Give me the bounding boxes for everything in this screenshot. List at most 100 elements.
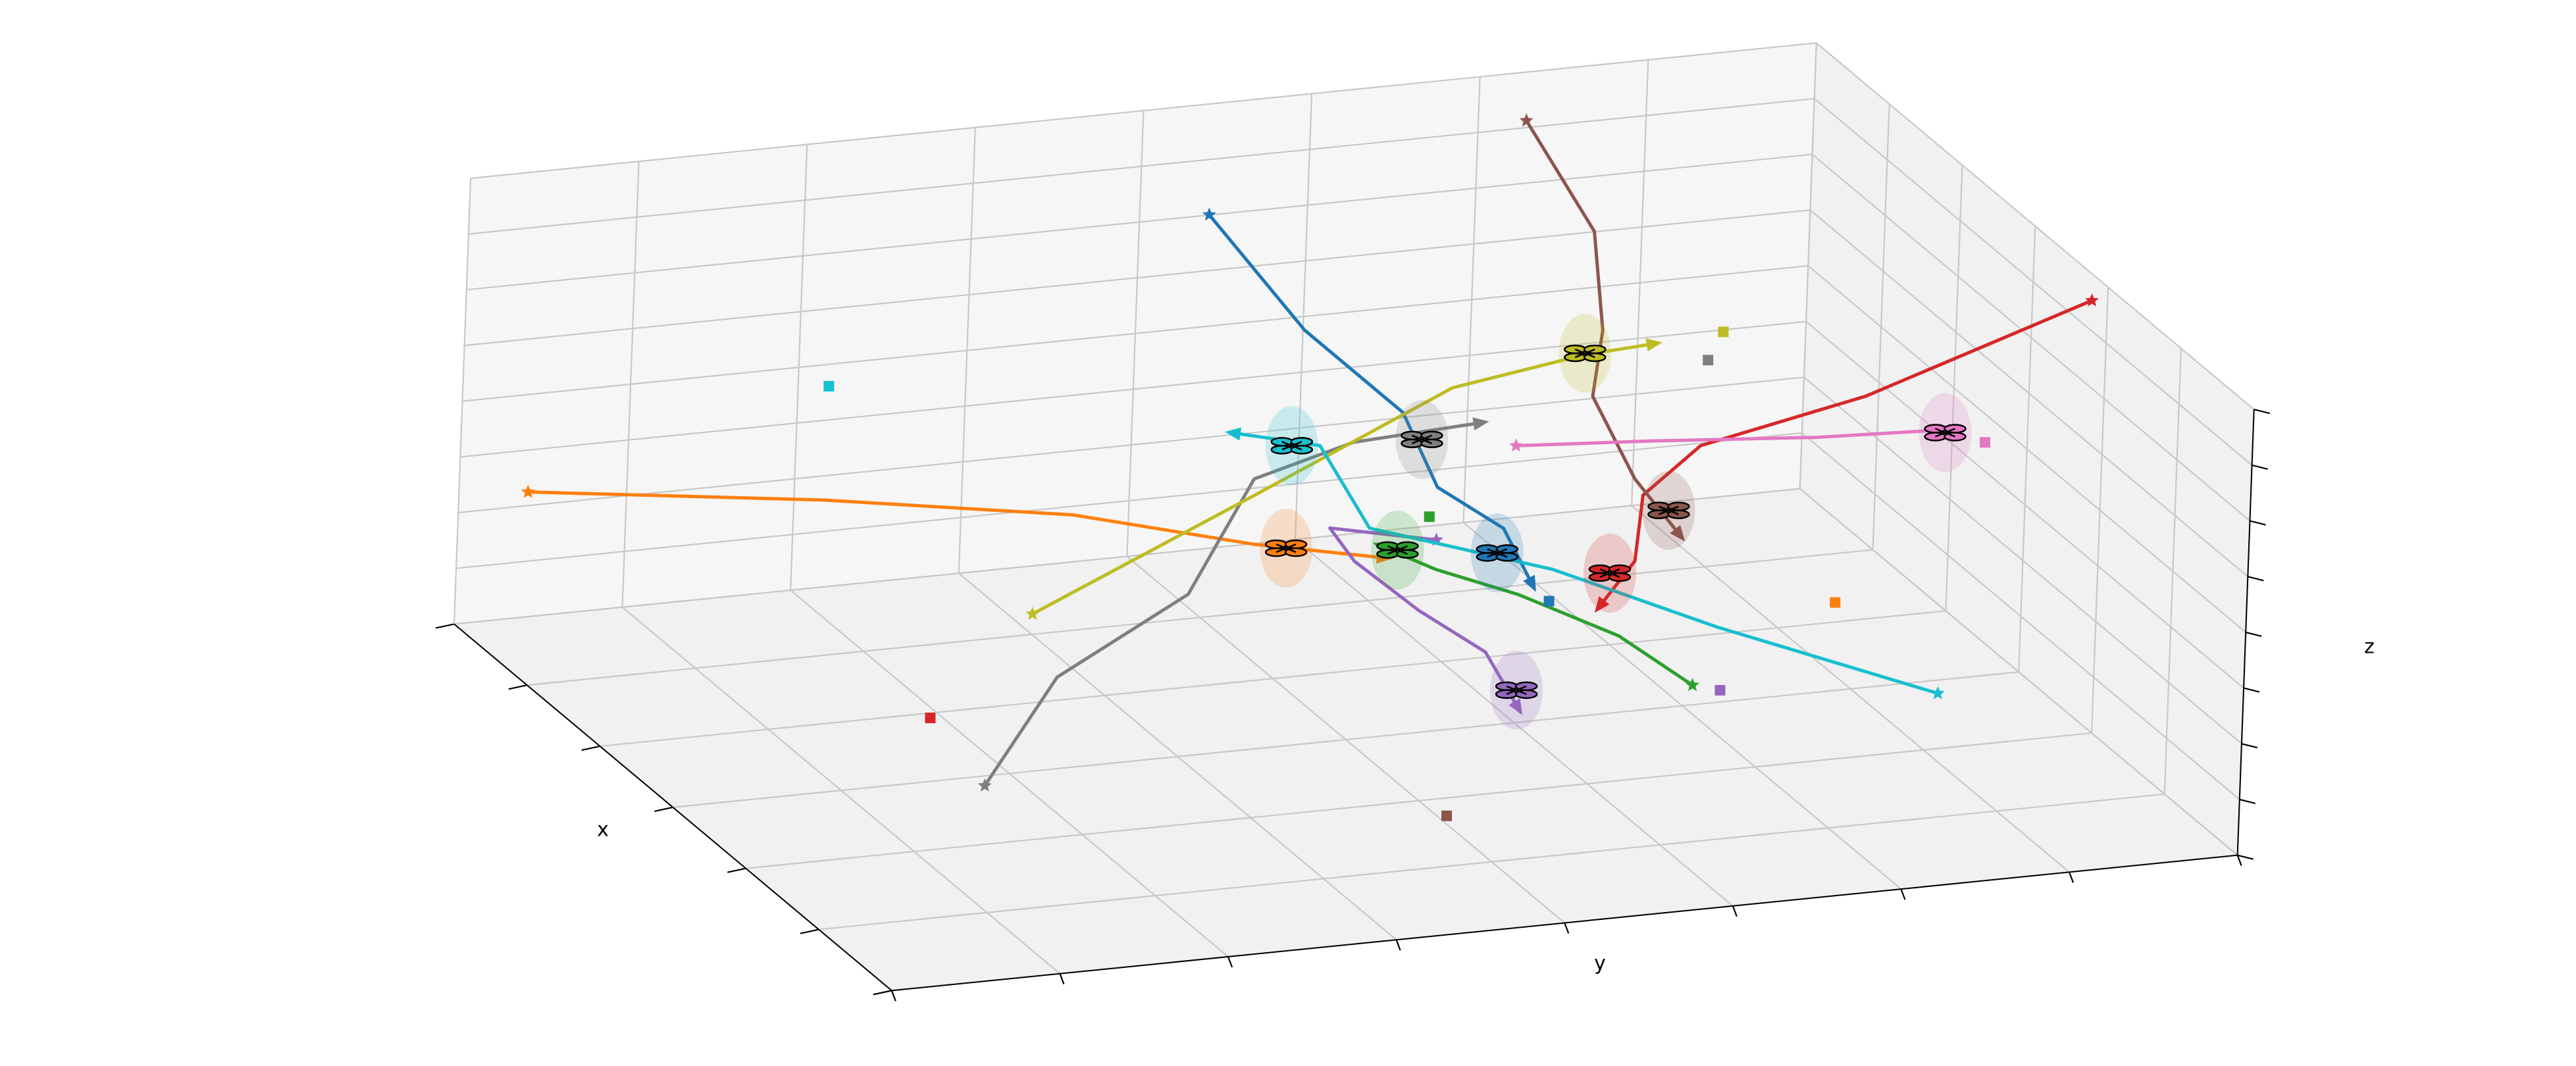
grid-line xyxy=(468,97,1815,235)
grid-line xyxy=(1801,432,2240,800)
drone xyxy=(1919,393,1972,472)
tick-mark xyxy=(2069,871,2074,883)
drone xyxy=(1265,406,1318,486)
axis-line xyxy=(2236,409,2255,855)
goal-marker xyxy=(1830,597,1841,608)
drone xyxy=(1583,533,1636,613)
end-arrow xyxy=(1523,574,1536,592)
grid-line xyxy=(621,606,1061,975)
grid xyxy=(435,42,2271,1002)
drone xyxy=(1642,470,1695,550)
drone-arm xyxy=(1658,505,1679,515)
tick-mark xyxy=(890,990,896,1002)
grid-line xyxy=(470,42,1816,180)
tick-mark xyxy=(800,928,819,934)
grid-line xyxy=(1809,209,2249,578)
tick-mark xyxy=(435,623,455,629)
grid-line xyxy=(466,153,1813,291)
grid-line xyxy=(958,572,1397,941)
tick-mark xyxy=(2250,520,2266,526)
tick-mark xyxy=(1227,956,1233,968)
grid-line xyxy=(455,432,1803,569)
goal-marker xyxy=(1424,511,1435,522)
tick-mark xyxy=(1059,973,1065,985)
drone-arm xyxy=(1275,543,1297,553)
drone xyxy=(1371,510,1424,590)
tick-mark xyxy=(2254,409,2271,415)
grid-line xyxy=(1799,488,2238,856)
tick-mark xyxy=(1564,923,1570,934)
grid-line xyxy=(1807,265,2246,633)
grid-line xyxy=(1803,376,2242,745)
drone xyxy=(1395,399,1449,479)
goal-marker xyxy=(1441,810,1453,821)
tick-mark xyxy=(654,806,673,812)
start-marker xyxy=(1686,678,1700,692)
tick-mark xyxy=(1732,905,1738,917)
drone xyxy=(1470,513,1524,593)
tick-mark xyxy=(1395,939,1401,951)
drone-arm xyxy=(1599,568,1620,578)
start-marker xyxy=(1930,686,1945,699)
grid-line xyxy=(1814,98,2253,466)
start-marker xyxy=(2085,293,2099,307)
grid-line xyxy=(1126,555,1565,924)
tick-mark xyxy=(581,745,600,751)
start-marker xyxy=(1025,607,1040,620)
drone xyxy=(1260,509,1313,588)
tick-mark xyxy=(2236,855,2242,867)
end-arrow xyxy=(1224,427,1242,441)
goal-marker xyxy=(925,713,936,724)
tick-mark xyxy=(2239,798,2256,805)
tick-mark xyxy=(2248,576,2264,582)
drone-arm xyxy=(1387,545,1408,555)
drone-arm xyxy=(1574,348,1595,359)
grid-line xyxy=(1462,522,1902,890)
trajectory xyxy=(983,420,1485,788)
drone-arm xyxy=(1935,428,1955,438)
z-axis-label: z xyxy=(2364,636,2375,659)
end-arrow xyxy=(1508,698,1523,715)
axis-line xyxy=(453,623,892,992)
x-axis-label: x xyxy=(597,819,609,842)
end-arrow xyxy=(1645,338,1662,352)
end-arrow xyxy=(1472,417,1489,431)
y-axis-label: y xyxy=(1594,952,1606,975)
trajectory xyxy=(1514,428,1951,447)
drone-arm xyxy=(1412,434,1432,444)
start-marker xyxy=(521,484,535,498)
start-marker xyxy=(1519,113,1533,127)
tick-mark xyxy=(2241,743,2258,749)
drone xyxy=(1490,650,1543,730)
tick-mark xyxy=(873,990,892,996)
end-arrow xyxy=(1670,524,1686,542)
tick-mark xyxy=(2245,631,2262,638)
trajectory xyxy=(1207,213,1535,588)
grid-line xyxy=(462,265,1809,402)
trajectory xyxy=(1328,526,1521,712)
goal-marker xyxy=(823,380,835,392)
grid-line xyxy=(453,488,1800,625)
grid-line xyxy=(460,320,1807,458)
grid-line xyxy=(790,590,1229,957)
drone-arm xyxy=(1281,441,1302,451)
panes xyxy=(453,43,2254,991)
axis-line xyxy=(891,854,2238,992)
trajectory xyxy=(1031,342,1658,616)
grid-line xyxy=(1811,153,2251,522)
grid-line xyxy=(1805,320,2244,689)
drone-arm xyxy=(1487,548,1508,558)
tick-mark xyxy=(2252,464,2268,470)
drone xyxy=(1558,313,1612,393)
goal-marker xyxy=(1714,684,1726,696)
data xyxy=(521,113,2099,821)
tick-mark xyxy=(2237,854,2254,860)
grid-line xyxy=(1816,42,2255,411)
start-marker xyxy=(977,778,992,792)
tick-mark xyxy=(1900,888,1906,900)
grid-line xyxy=(1295,538,1734,907)
tick-mark xyxy=(508,684,528,690)
start-marker xyxy=(1509,438,1524,452)
